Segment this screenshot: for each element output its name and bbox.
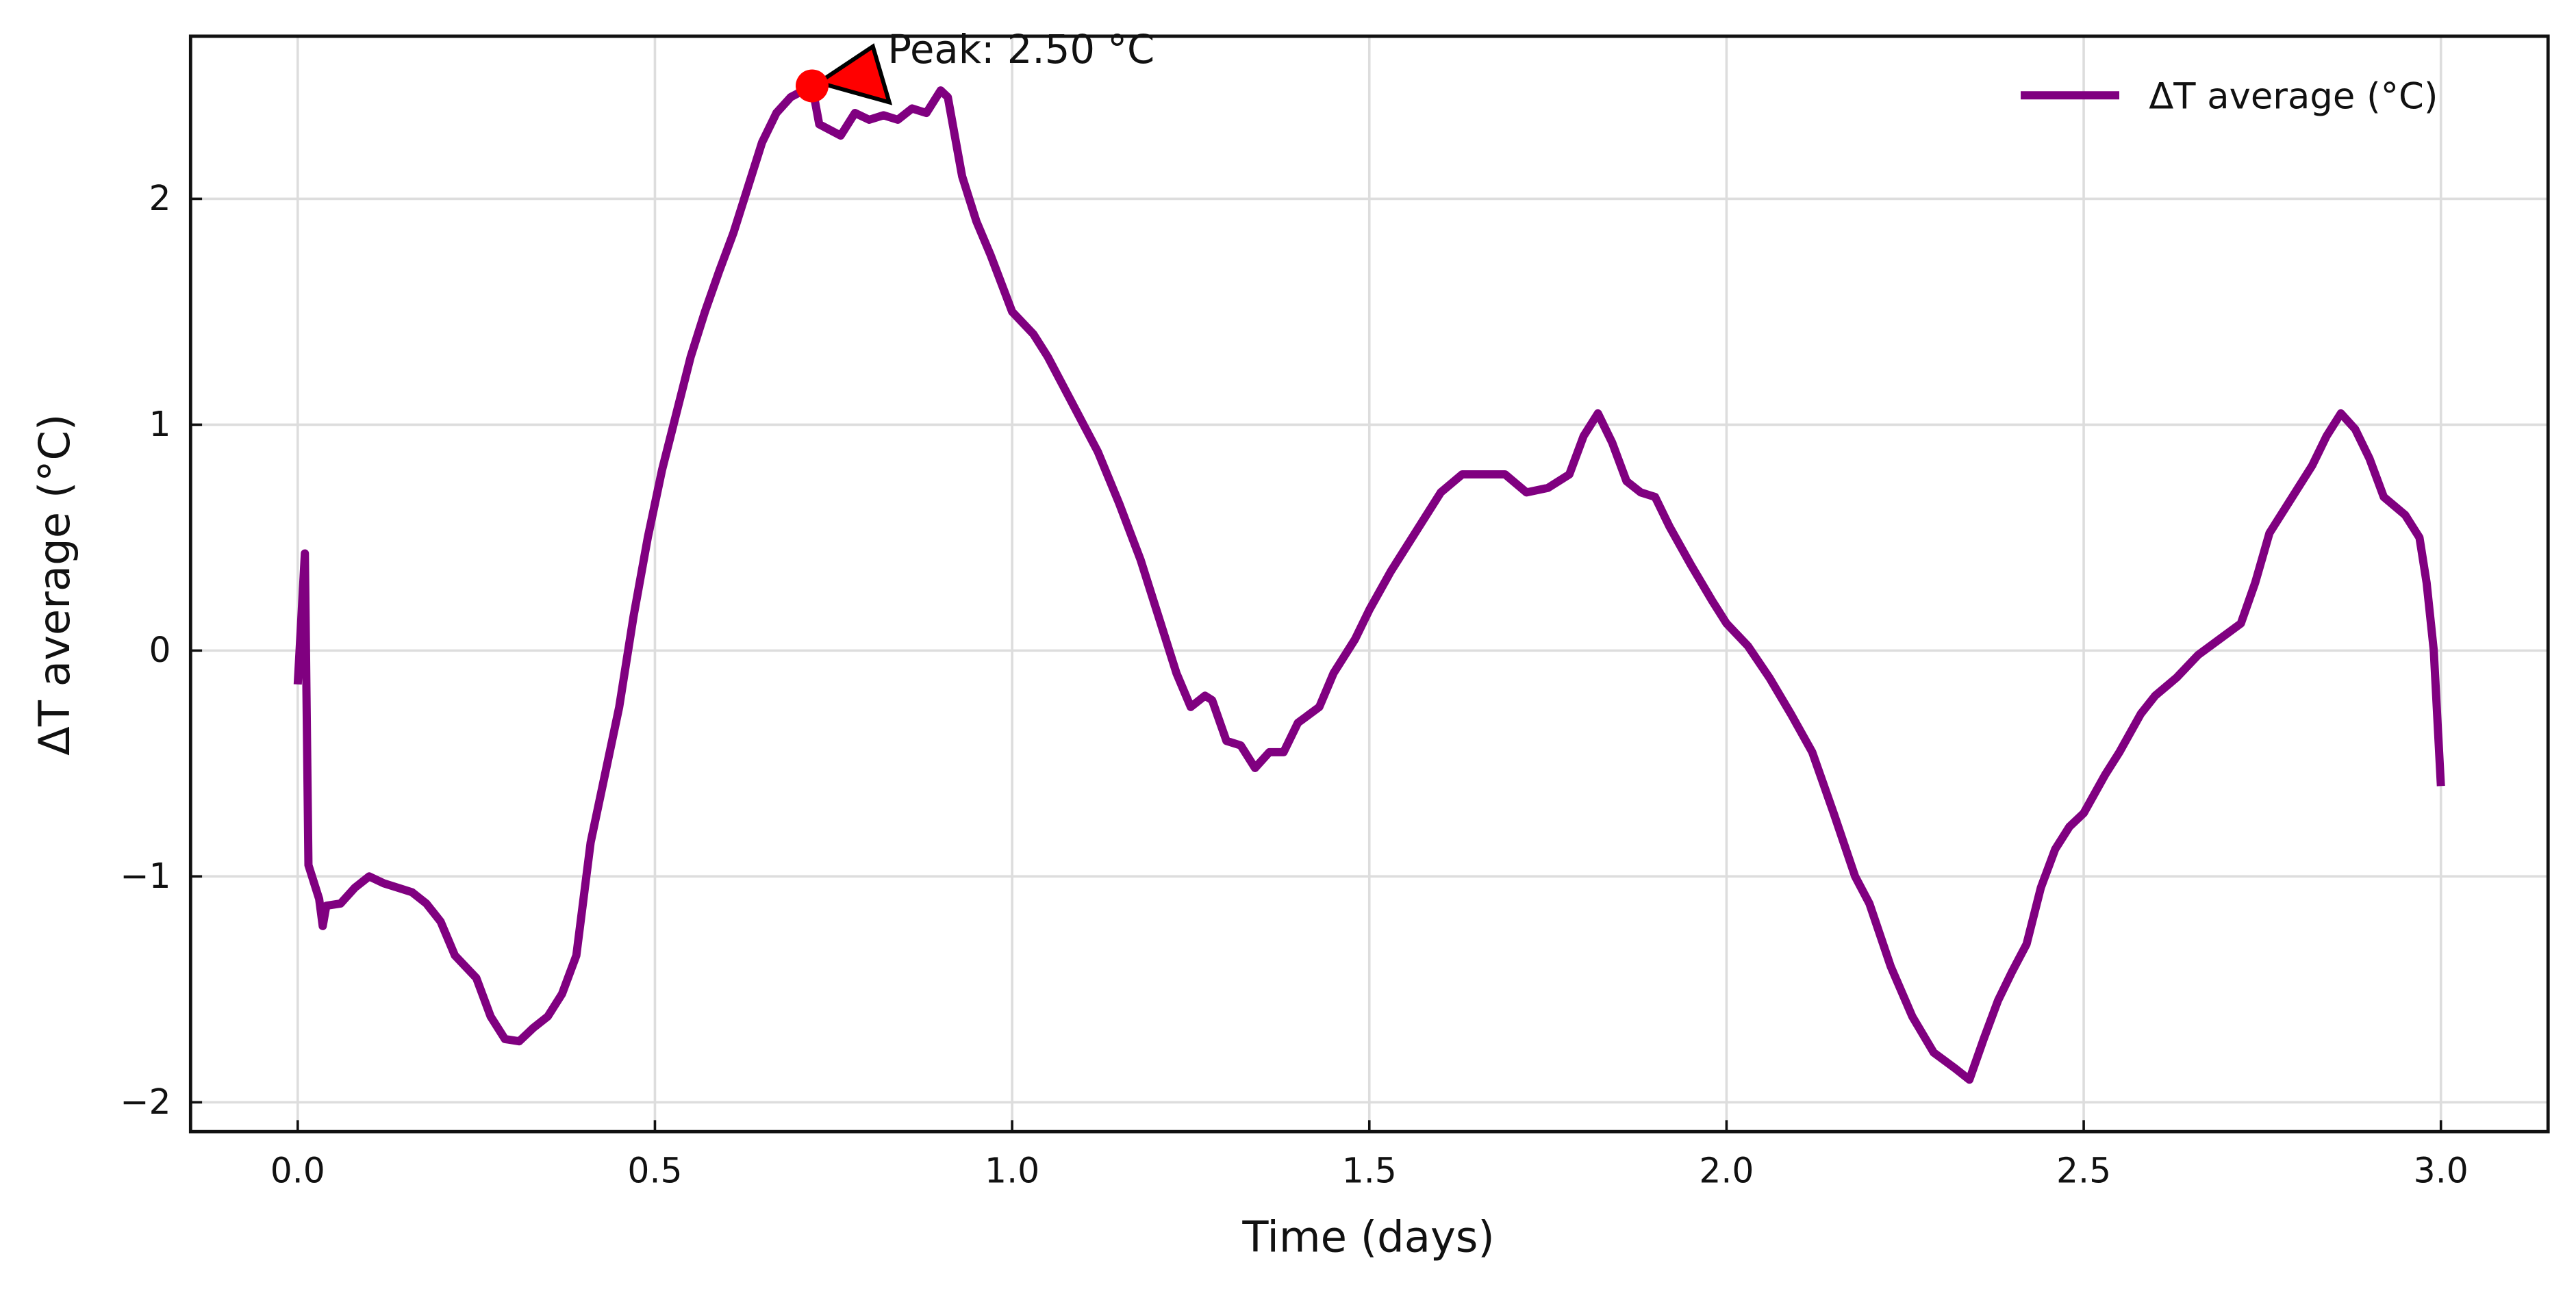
- legend-label: ΔT average (°C): [2149, 75, 2438, 117]
- plot-frame: [188, 34, 2550, 1134]
- x-axis-label: Time (days): [1241, 1212, 1494, 1262]
- y-axis-label: ΔT average (°C): [29, 414, 79, 756]
- peak-marker: [795, 69, 829, 103]
- data-line: [293, 81, 2445, 1084]
- x-tick-label: 1.5: [1342, 1151, 1397, 1191]
- annotation-text: Peak: 2.50 °C: [887, 27, 1154, 73]
- y-tick-label: −2: [120, 1082, 171, 1122]
- y-tick-label: 2: [149, 178, 171, 218]
- x-tick-label: 2.5: [2056, 1151, 2111, 1191]
- x-tick-label: 0.0: [270, 1151, 325, 1191]
- y-tick-label: −1: [120, 856, 171, 896]
- grid: [190, 36, 2549, 1132]
- annotation-arrow: [813, 43, 893, 105]
- y-tick-label: 1: [149, 404, 171, 444]
- x-tick-label: 0.5: [627, 1151, 682, 1191]
- x-tick-label: 3.0: [2414, 1151, 2468, 1191]
- y-tick-label: 0: [149, 630, 171, 670]
- x-tick-label: 2.0: [1699, 1151, 1754, 1191]
- x-tick-label: 1.0: [985, 1151, 1039, 1191]
